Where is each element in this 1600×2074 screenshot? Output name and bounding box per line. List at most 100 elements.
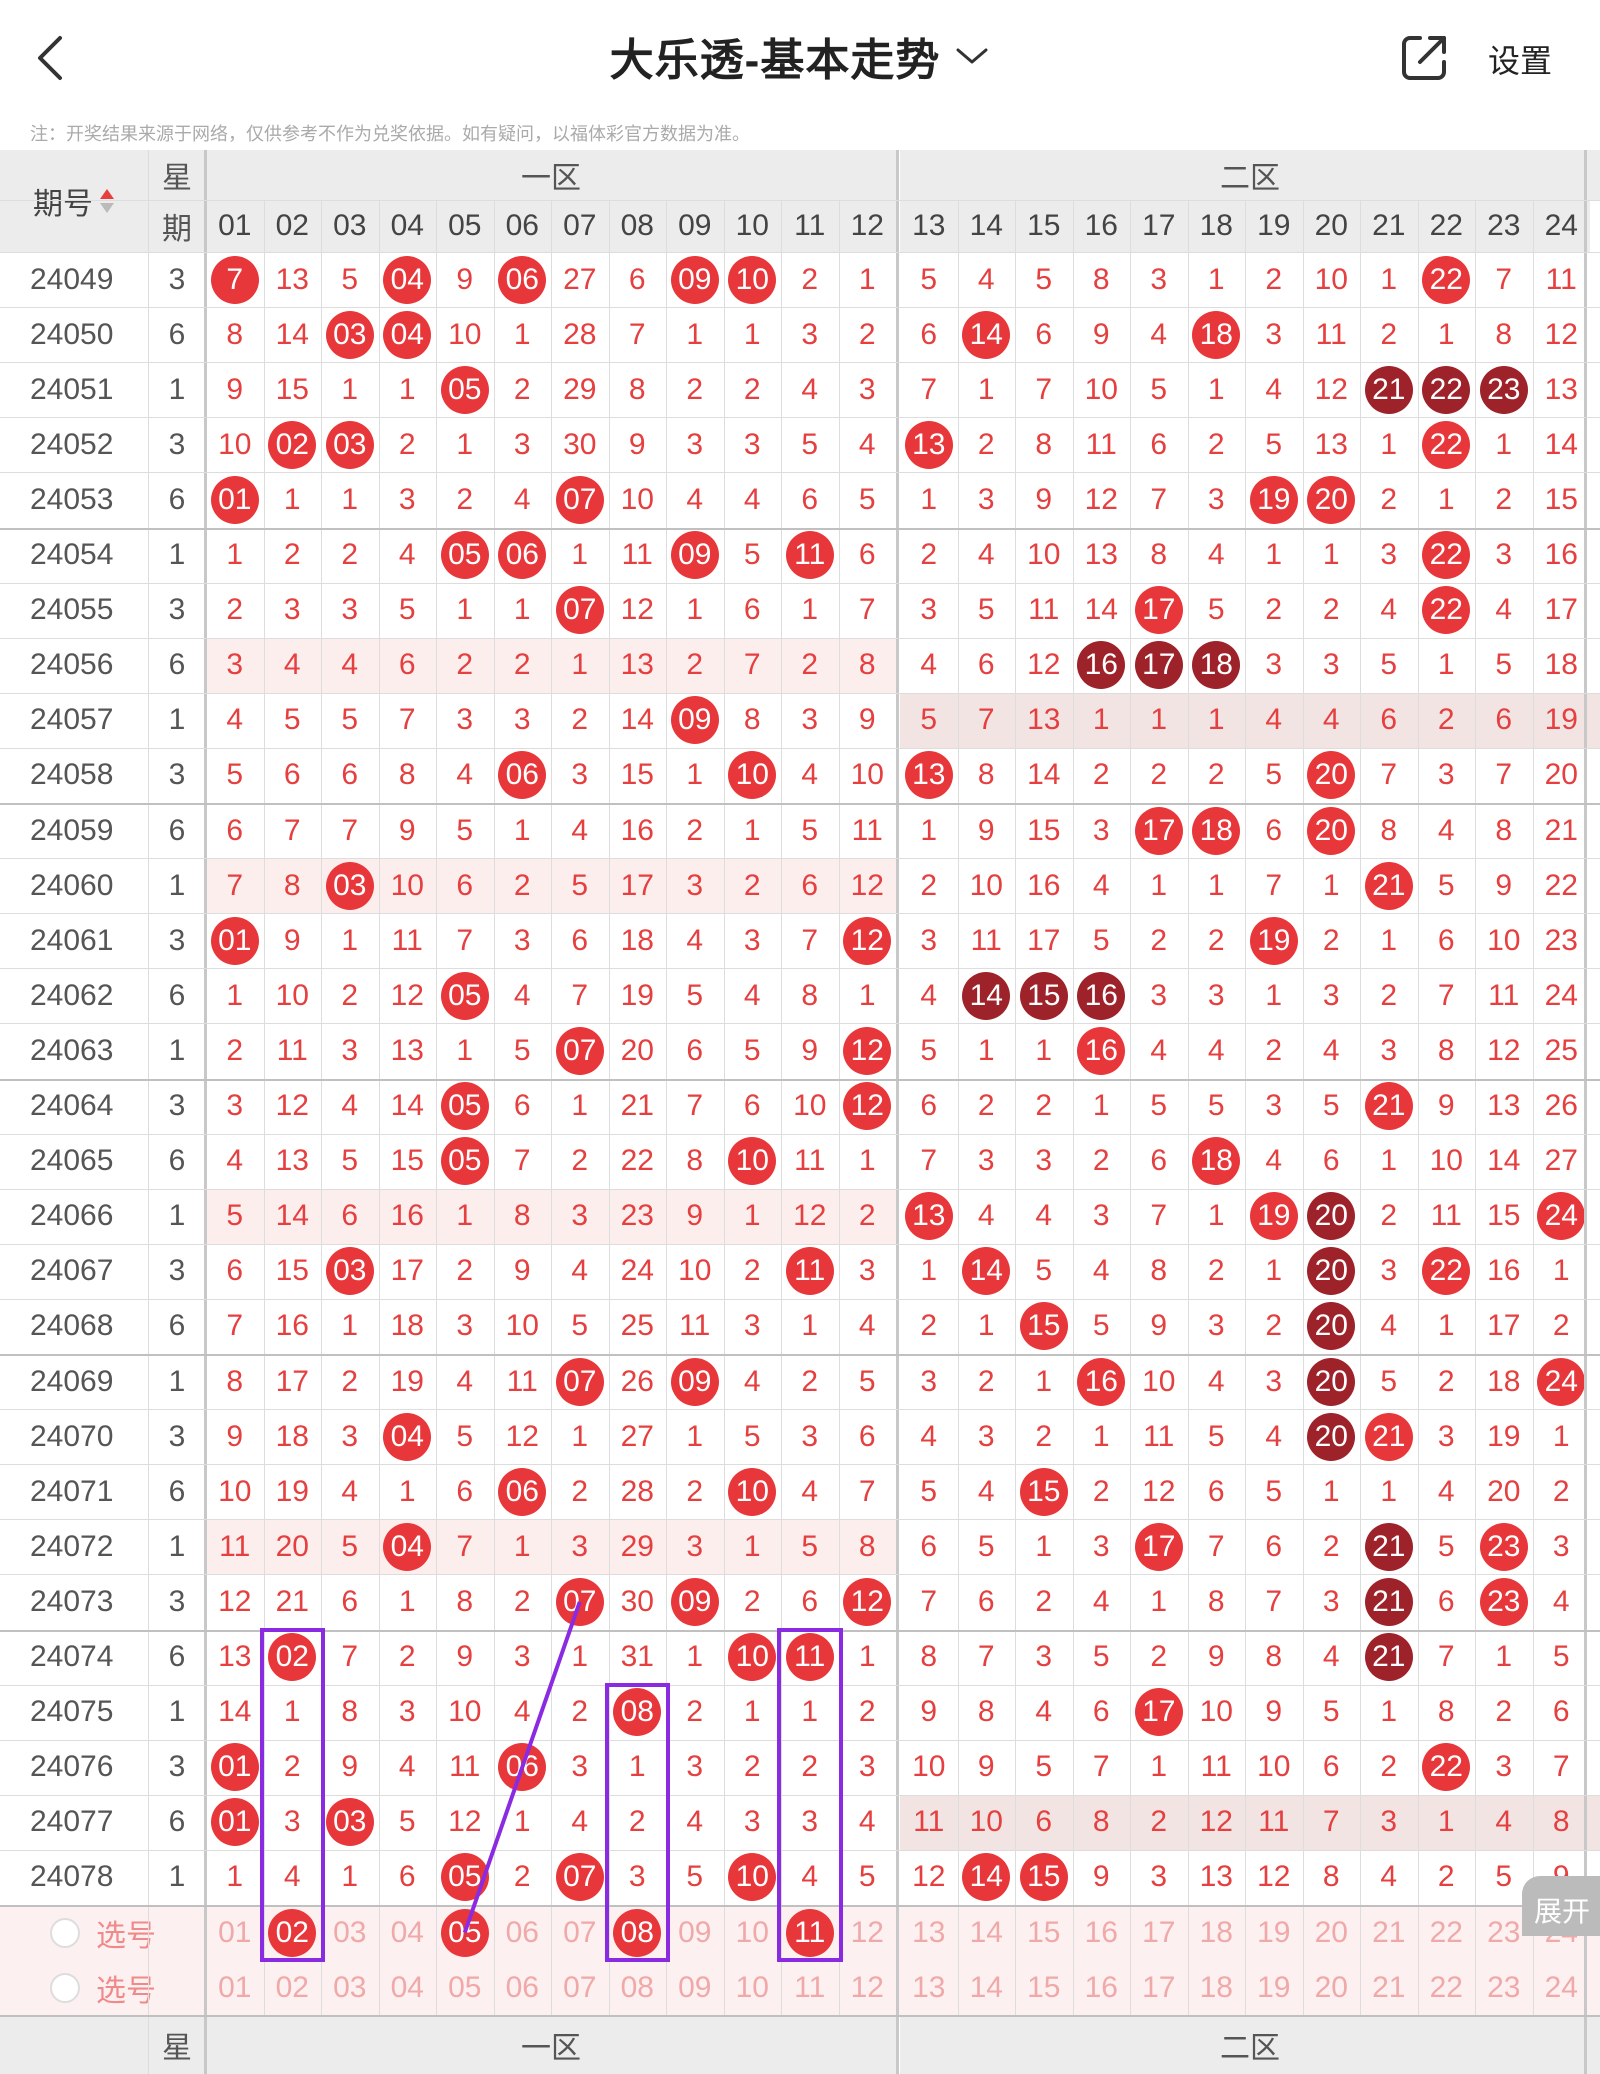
issue-sort-header[interactable]: 期号 — [0, 150, 148, 252]
drawn-number-ball[interactable]: 15 — [1019, 1853, 1068, 1902]
select-number[interactable]: 03 — [333, 1970, 367, 2004]
select-number[interactable]: 05 — [448, 1970, 482, 2004]
repeat-number-ball[interactable]: 22 — [1422, 365, 1471, 414]
select-number[interactable]: 04 — [390, 1915, 424, 1949]
select-number[interactable]: 12 — [850, 1970, 884, 2004]
select-number[interactable]: 07 — [563, 1970, 597, 2004]
drawn-number-ball[interactable]: 02 — [268, 420, 317, 469]
drawn-number-ball[interactable]: 03 — [325, 1798, 374, 1847]
select-number[interactable]: 13 — [912, 1915, 946, 1949]
repeat-number-ball[interactable]: 16 — [1077, 641, 1126, 690]
select-number[interactable]: 04 — [390, 1970, 424, 2004]
drawn-number-ball[interactable]: 04 — [383, 255, 432, 304]
select-number[interactable]: 16 — [1084, 1915, 1118, 1949]
select-number[interactable]: 16 — [1084, 1970, 1118, 2004]
drawn-number-ball[interactable]: 12 — [843, 1082, 892, 1131]
drawn-number-ball[interactable]: 06 — [498, 1743, 547, 1792]
drawn-number-ball[interactable]: 06 — [498, 1467, 547, 1516]
drawn-number-ball[interactable]: 20 — [1307, 475, 1356, 524]
drawn-number-ball[interactable]: 18 — [1192, 1137, 1241, 1186]
selected-number-ball[interactable]: 11 — [785, 1908, 834, 1957]
drawn-number-ball[interactable]: 06 — [498, 255, 547, 304]
drawn-number-ball[interactable]: 22 — [1422, 586, 1471, 635]
repeat-number-ball[interactable]: 14 — [962, 971, 1011, 1020]
drawn-number-ball[interactable]: 16 — [1077, 1026, 1126, 1075]
drawn-number-ball[interactable]: 09 — [670, 1357, 719, 1406]
drawn-number-ball[interactable]: 01 — [210, 916, 259, 965]
select-number[interactable]: 11 — [794, 1970, 826, 2004]
drawn-number-ball[interactable]: 01 — [210, 475, 259, 524]
repeat-number-ball[interactable]: 20 — [1307, 1192, 1356, 1241]
drawn-number-ball[interactable]: 09 — [670, 1577, 719, 1626]
select-number[interactable]: 20 — [1314, 1970, 1348, 2004]
drawn-number-ball[interactable]: 14 — [962, 1853, 1011, 1902]
drawn-number-ball[interactable]: 21 — [1364, 1082, 1413, 1131]
selected-number-ball[interactable]: 05 — [440, 1908, 489, 1957]
drawn-number-ball[interactable]: 15 — [1019, 1302, 1068, 1351]
repeat-number-ball[interactable]: 20 — [1307, 1412, 1356, 1461]
select-row-label[interactable]: 选号 — [0, 1960, 206, 2015]
repeat-number-ball[interactable]: 21 — [1364, 1633, 1413, 1682]
drawn-number-ball[interactable]: 11 — [785, 531, 834, 580]
select-number[interactable]: 19 — [1257, 1970, 1291, 2004]
drawn-number-ball[interactable]: 22 — [1422, 531, 1471, 580]
drawn-number-ball[interactable]: 04 — [383, 1522, 432, 1571]
drawn-number-ball[interactable]: 05 — [440, 531, 489, 580]
selected-number-ball[interactable]: 08 — [613, 1908, 662, 1957]
drawn-number-ball[interactable]: 19 — [1249, 1192, 1298, 1241]
drawn-number-ball[interactable]: 01 — [210, 1798, 259, 1847]
drawn-number-ball[interactable]: 10 — [728, 1853, 777, 1902]
select-number[interactable]: 17 — [1142, 1970, 1176, 2004]
drawn-number-ball[interactable]: 03 — [325, 861, 374, 910]
settings-button[interactable]: 设置 — [1488, 43, 1553, 79]
drawn-number-ball[interactable]: 13 — [904, 1192, 953, 1241]
drawn-number-ball[interactable]: 20 — [1307, 751, 1356, 800]
select-number[interactable]: 10 — [735, 1970, 769, 2004]
drawn-number-ball[interactable]: 11 — [785, 1633, 834, 1682]
select-number[interactable]: 09 — [678, 1970, 712, 2004]
drawn-number-ball[interactable]: 14 — [962, 310, 1011, 359]
drawn-number-ball[interactable]: 14 — [962, 1247, 1011, 1296]
drawn-number-ball[interactable]: 17 — [1134, 1688, 1183, 1737]
select-number[interactable]: 23 — [1487, 1915, 1521, 1949]
drawn-number-ball[interactable]: 23 — [1479, 1522, 1528, 1571]
drawn-number-ball[interactable]: 07 — [555, 1853, 604, 1902]
drawn-number-ball[interactable]: 10 — [728, 255, 777, 304]
drawn-number-ball[interactable]: 12 — [843, 1026, 892, 1075]
select-number[interactable]: 12 — [850, 1915, 884, 1949]
select-number[interactable]: 22 — [1429, 1970, 1463, 2004]
select-number[interactable]: 08 — [620, 1970, 654, 2004]
repeat-number-ball[interactable]: 20 — [1307, 1357, 1356, 1406]
drawn-number-ball[interactable]: 12 — [843, 1577, 892, 1626]
radio-button[interactable] — [50, 1972, 80, 2003]
drawn-number-ball[interactable]: 13 — [904, 420, 953, 469]
select-number[interactable]: 14 — [969, 1970, 1003, 2004]
drawn-number-ball[interactable]: 05 — [440, 365, 489, 414]
drawn-number-ball[interactable]: 10 — [728, 1137, 777, 1186]
select-number[interactable]: 02 — [275, 1970, 309, 2004]
repeat-number-ball[interactable]: 17 — [1134, 641, 1183, 690]
drawn-number-ball[interactable]: 12 — [843, 916, 892, 965]
select-number[interactable]: 19 — [1257, 1915, 1291, 1949]
select-number[interactable]: 18 — [1199, 1970, 1233, 2004]
drawn-number-ball[interactable]: 18 — [1192, 310, 1241, 359]
drawn-number-ball[interactable]: 09 — [670, 531, 719, 580]
repeat-number-ball[interactable]: 18 — [1192, 641, 1241, 690]
drawn-number-ball[interactable]: 10 — [728, 751, 777, 800]
select-number[interactable]: 17 — [1142, 1915, 1176, 1949]
page-title-area[interactable]: 大乐透-基本走势 — [0, 24, 1600, 88]
select-number[interactable]: 21 — [1372, 1970, 1406, 2004]
drawn-number-ball[interactable]: 22 — [1422, 1247, 1471, 1296]
drawn-number-ball[interactable]: 10 — [728, 1467, 777, 1516]
radio-button[interactable] — [50, 1917, 80, 1948]
select-number[interactable]: 20 — [1314, 1915, 1348, 1949]
drawn-number-ball[interactable]: 03 — [325, 420, 374, 469]
drawn-number-ball[interactable]: 22 — [1422, 255, 1471, 304]
select-number[interactable]: 09 — [678, 1915, 712, 1949]
repeat-number-ball[interactable]: 21 — [1364, 1522, 1413, 1571]
select-number[interactable]: 18 — [1199, 1915, 1233, 1949]
drawn-number-ball[interactable]: 21 — [1364, 861, 1413, 910]
back-arrow-icon[interactable] — [30, 30, 74, 86]
repeat-number-ball[interactable]: 21 — [1364, 365, 1413, 414]
drawn-number-ball[interactable]: 17 — [1134, 806, 1183, 855]
